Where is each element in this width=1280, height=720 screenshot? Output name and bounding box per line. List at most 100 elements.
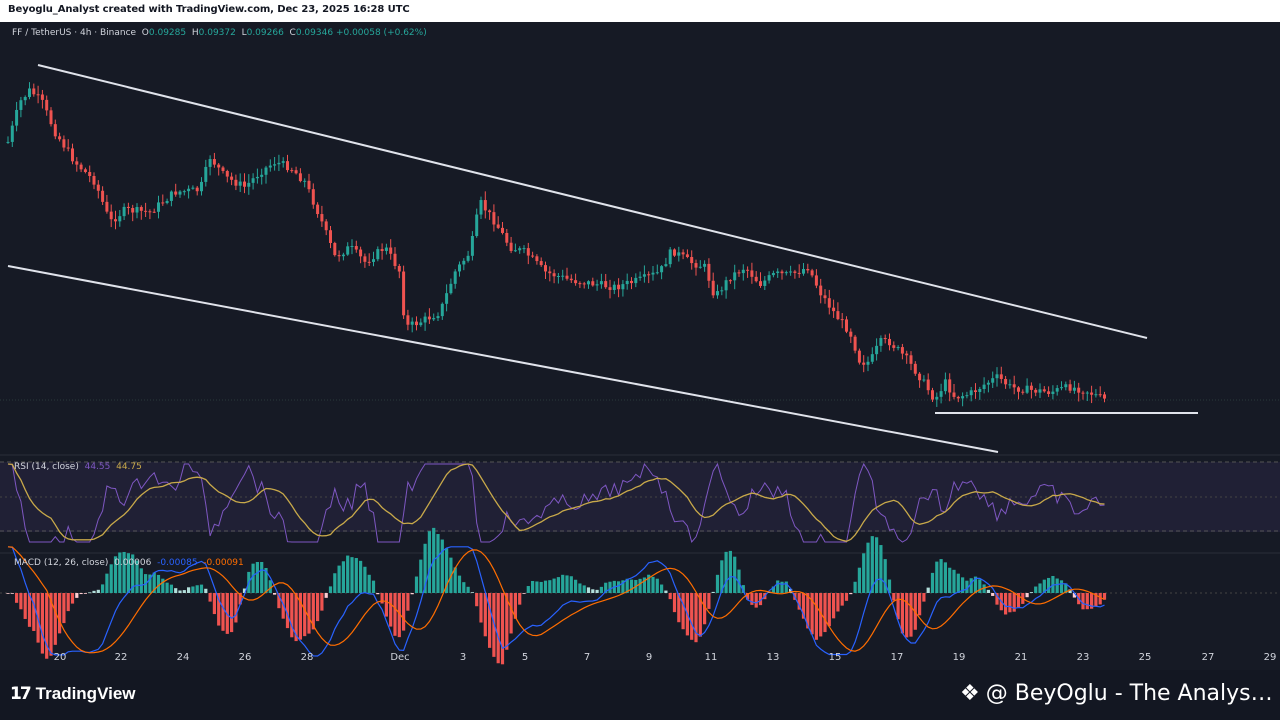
rsi-ma-value: 44.75 bbox=[116, 462, 142, 472]
macd-histogram-bar bbox=[204, 588, 208, 593]
candle bbox=[522, 245, 526, 254]
macd-histogram-bar bbox=[539, 581, 543, 593]
macd-histogram-bar bbox=[135, 560, 139, 593]
macd-histogram-bar bbox=[178, 590, 182, 593]
candle bbox=[346, 242, 350, 256]
candle bbox=[578, 281, 582, 289]
macd-histogram-bar bbox=[1025, 593, 1029, 598]
candle bbox=[195, 185, 199, 196]
macd-histogram-bar bbox=[720, 560, 724, 593]
candle bbox=[187, 185, 191, 199]
candle bbox=[101, 186, 105, 205]
candle bbox=[857, 348, 861, 365]
candle bbox=[243, 173, 246, 194]
macd-label[interactable]: MACD (12, 26, close) 0.00006 -0.00085 -0… bbox=[14, 558, 244, 568]
candle bbox=[991, 371, 995, 388]
candle bbox=[483, 191, 487, 219]
candle bbox=[690, 250, 694, 270]
candle bbox=[488, 209, 492, 220]
macd-histogram-bar bbox=[930, 572, 935, 593]
macd-histogram-bar bbox=[797, 593, 801, 610]
candle bbox=[625, 273, 629, 290]
candle bbox=[36, 85, 40, 104]
candle bbox=[260, 168, 264, 185]
candle bbox=[531, 251, 535, 258]
macd-histogram-bar bbox=[1072, 593, 1076, 598]
candle bbox=[28, 82, 31, 100]
candle bbox=[453, 269, 457, 289]
candle bbox=[62, 135, 66, 152]
time-axis-tick: 27 bbox=[1201, 652, 1215, 663]
candle bbox=[896, 345, 900, 351]
candle bbox=[1021, 389, 1025, 395]
candle bbox=[587, 280, 590, 289]
candle bbox=[681, 249, 685, 260]
candle bbox=[518, 246, 522, 254]
macd-histogram-bar bbox=[427, 531, 431, 593]
macd-histogram-bar bbox=[853, 581, 857, 593]
candle bbox=[135, 203, 139, 219]
candle bbox=[470, 231, 474, 261]
macd-histogram-bar bbox=[337, 565, 341, 593]
macd-histogram-bar bbox=[526, 586, 530, 593]
macd-histogram-bar bbox=[707, 593, 711, 609]
candle bbox=[496, 216, 500, 230]
time-axis-tick: 3 bbox=[459, 652, 467, 663]
macd-histogram-bar bbox=[1098, 593, 1102, 605]
candle bbox=[1072, 380, 1076, 394]
candle bbox=[1025, 378, 1029, 394]
macd-histogram-bar bbox=[32, 593, 36, 631]
macd-histogram-bar bbox=[617, 581, 621, 593]
macd-histogram-bar bbox=[513, 593, 517, 619]
symbol-pair[interactable]: FF / TetherUS · 4h · Binance bbox=[12, 28, 137, 38]
candle bbox=[986, 380, 990, 393]
macd-histogram-bar bbox=[45, 593, 49, 659]
candle bbox=[612, 281, 616, 295]
rsi-label[interactable]: RSI (14, close) 44.55 44.75 bbox=[14, 462, 142, 472]
rsi-value: 44.55 bbox=[84, 462, 111, 472]
macd-histogram-bar bbox=[629, 579, 634, 593]
time-axis[interactable]: 20 22 24 26 28 Dec 3 5 7 9 11 13 15 17 19 21 23 25 27 29 bbox=[0, 648, 1280, 668]
time-axis-tick: 17 bbox=[890, 652, 904, 663]
macd-histogram-bar bbox=[1059, 580, 1064, 593]
time-axis-tick: 13 bbox=[766, 652, 780, 663]
macd-histogram-bar bbox=[956, 573, 960, 593]
candle bbox=[728, 279, 732, 284]
candle bbox=[741, 264, 745, 281]
close-label: C bbox=[289, 28, 296, 38]
channel-top-trendline[interactable] bbox=[37, 64, 1148, 339]
open-value: 0.09285 bbox=[148, 28, 187, 38]
macd-histogram-bar bbox=[986, 589, 990, 593]
candle bbox=[892, 341, 896, 352]
macd-histogram-bar bbox=[475, 593, 479, 607]
candle bbox=[1060, 381, 1063, 391]
price-chart[interactable] bbox=[0, 22, 1280, 670]
macd-histogram-bar bbox=[918, 593, 922, 616]
candlestick-series bbox=[6, 82, 1106, 407]
tradingview-logo[interactable]: 𝟭𝟳 TradingView bbox=[10, 684, 136, 704]
candle bbox=[1090, 385, 1094, 404]
chart-area[interactable] bbox=[0, 22, 1280, 670]
candle bbox=[698, 260, 702, 269]
macd-histogram-bar bbox=[870, 536, 874, 593]
candle bbox=[436, 312, 440, 322]
candle bbox=[655, 264, 659, 275]
macd-histogram-bar bbox=[195, 585, 199, 593]
channel-bottom-trendline[interactable] bbox=[7, 265, 999, 453]
time-axis-tick: 11 bbox=[704, 652, 718, 663]
macd-histogram-bar bbox=[746, 593, 750, 600]
macd-histogram-bar bbox=[849, 593, 853, 595]
macd-histogram-bar bbox=[453, 567, 457, 593]
candle bbox=[475, 208, 479, 238]
candle bbox=[277, 154, 281, 172]
candle bbox=[139, 205, 143, 220]
rsi-line bbox=[7, 462, 1105, 544]
macd-histogram-bar bbox=[113, 556, 118, 593]
macd-histogram-bar bbox=[887, 579, 892, 593]
macd-histogram-bar bbox=[79, 593, 83, 595]
macd-histogram-bar bbox=[169, 584, 173, 593]
candle bbox=[367, 253, 371, 267]
macd-histogram-bar bbox=[230, 593, 234, 633]
macd-histogram-bar bbox=[6, 593, 10, 594]
macd-histogram-bar bbox=[294, 593, 298, 642]
